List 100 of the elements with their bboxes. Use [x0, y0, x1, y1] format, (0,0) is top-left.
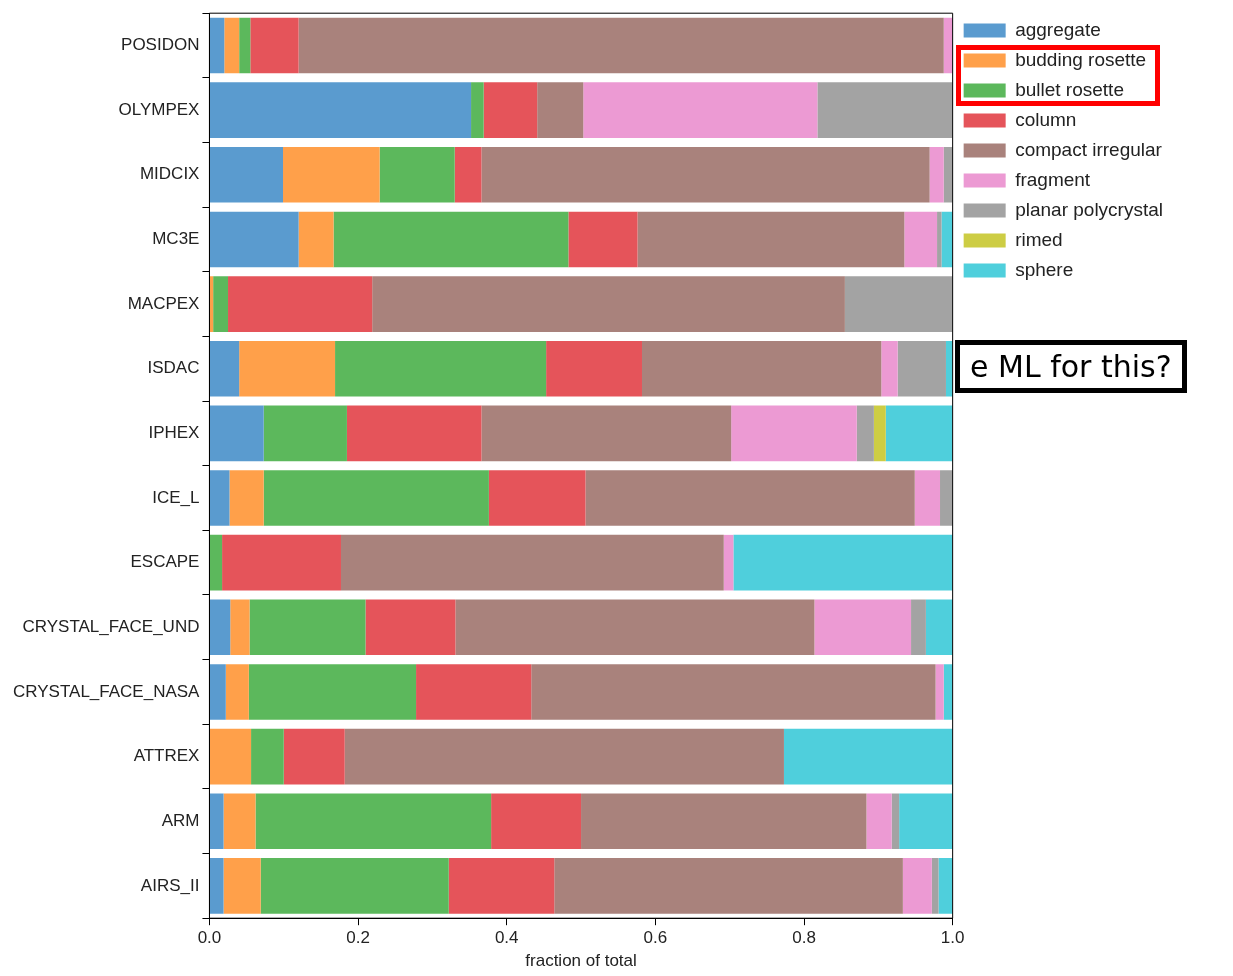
- bar: [229, 470, 264, 526]
- bar: [209, 405, 264, 462]
- x-tick-label: 0.8: [792, 928, 816, 948]
- bar: [249, 599, 366, 656]
- bar: [481, 405, 732, 462]
- bar: [531, 664, 936, 720]
- y-tick-label: MIDCIX: [139, 164, 200, 184]
- bar: [346, 405, 482, 462]
- bar: [929, 147, 944, 203]
- bar: [537, 82, 584, 138]
- y-tick-label: MACPEX: [127, 293, 200, 313]
- bar: [209, 470, 230, 526]
- bar: [260, 858, 449, 914]
- bar: [239, 340, 336, 397]
- bar: [583, 82, 818, 138]
- x-tick-label: 0.0: [197, 928, 222, 948]
- bar: [448, 858, 555, 914]
- bar: [251, 728, 284, 785]
- bar: [224, 17, 240, 74]
- bar: [471, 82, 484, 138]
- bar: [733, 534, 953, 591]
- bar: [263, 470, 489, 526]
- bar: [856, 405, 874, 462]
- bar: [333, 211, 569, 268]
- bar: [897, 340, 946, 397]
- legend-label: bullet rosette: [1015, 78, 1124, 100]
- y-tick-label: ICE_L: [152, 487, 200, 507]
- bar: [814, 599, 912, 656]
- y-tick-label: IPHEX: [148, 423, 200, 443]
- bar: [298, 211, 334, 268]
- bar: [940, 470, 953, 526]
- legend-label: rimed: [1015, 228, 1063, 250]
- bar: [554, 858, 903, 914]
- bar: [365, 599, 456, 656]
- bar: [585, 470, 915, 526]
- bar: [931, 858, 939, 914]
- bar: [335, 340, 547, 397]
- bar: [783, 728, 953, 785]
- y-tick-label: ARM: [161, 810, 200, 830]
- legend-label: planar polycrystal: [1015, 198, 1163, 220]
- bar: [885, 405, 953, 462]
- y-tick-label: OLYMPEX: [118, 99, 200, 119]
- bar: [283, 147, 380, 203]
- y-tick-label: CRYSTAL_FACE_UND: [22, 616, 200, 636]
- bar: [344, 728, 784, 785]
- bar: [250, 17, 299, 74]
- bar: [904, 211, 938, 268]
- bar: [209, 793, 224, 850]
- bar: [546, 340, 642, 397]
- y-tick-label: ESCAPE: [130, 552, 200, 572]
- bar: [213, 276, 229, 332]
- bar: [209, 534, 223, 591]
- x-tick-label: 1.0: [940, 928, 965, 948]
- bar: [945, 340, 953, 397]
- y-tick-label: ATTREX: [133, 746, 200, 766]
- bar: [925, 599, 953, 656]
- bar: [340, 534, 724, 591]
- bar: [902, 858, 932, 914]
- legend-label: column: [1015, 108, 1077, 130]
- bar: [223, 793, 256, 850]
- bar: [891, 793, 900, 850]
- bar: [914, 470, 941, 526]
- bar: [637, 211, 905, 268]
- bar: [943, 664, 953, 720]
- x-tick-label: 0.6: [643, 928, 668, 948]
- bar: [209, 17, 225, 74]
- bar: [209, 340, 240, 397]
- bar: [817, 82, 953, 138]
- bar: [581, 793, 867, 850]
- y-tick-label: CRYSTAL_FACE_NASA: [12, 681, 201, 701]
- bar: [731, 405, 857, 462]
- bar: [248, 664, 417, 720]
- bar: [866, 793, 892, 850]
- bar: [454, 147, 482, 203]
- bar: [372, 276, 845, 332]
- bar: [283, 728, 345, 785]
- bar: [488, 470, 586, 526]
- legend-label: sphere: [1015, 258, 1074, 280]
- bar: [899, 793, 953, 850]
- bar: [209, 858, 224, 914]
- bar: [935, 664, 944, 720]
- y-tick-label: POSIDON: [121, 35, 200, 55]
- y-tick-label: MC3E: [152, 229, 200, 249]
- bar: [209, 728, 252, 785]
- x-tick-label: 0.2: [346, 928, 370, 948]
- bar: [723, 534, 734, 591]
- bar: [222, 534, 341, 591]
- bar: [209, 664, 226, 720]
- bar: [873, 405, 886, 462]
- bar: [455, 599, 815, 656]
- bar: [263, 405, 347, 462]
- legend-label: compact irregular: [1015, 138, 1163, 160]
- legend-label: budding rosette: [1015, 48, 1147, 70]
- bar: [209, 276, 214, 332]
- legend-label: aggregate: [1015, 18, 1101, 40]
- y-tick-label: AIRS_II: [140, 875, 200, 895]
- bar: [568, 211, 638, 268]
- bar: [379, 147, 455, 203]
- bar: [298, 17, 944, 74]
- y-tick-label: ISDAC: [147, 358, 200, 378]
